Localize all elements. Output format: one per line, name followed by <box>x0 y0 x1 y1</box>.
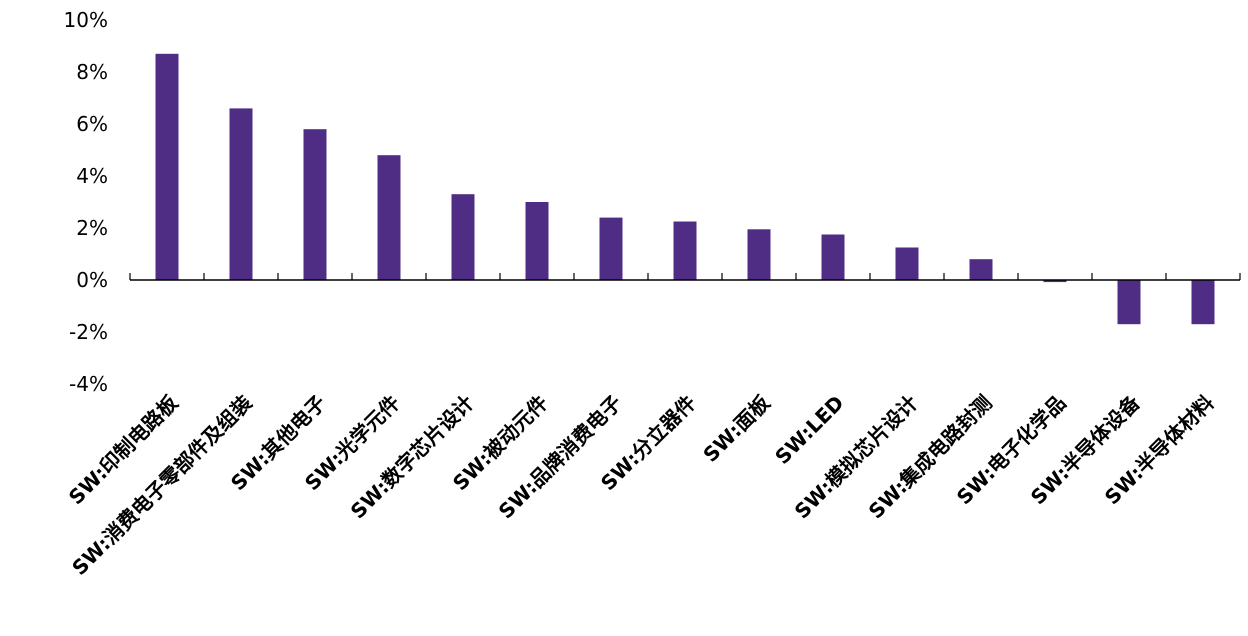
bar <box>673 221 697 280</box>
y-tick-label: -4% <box>69 372 108 396</box>
category-label: SW:模拟芯片设计 <box>790 391 923 524</box>
bars <box>155 53 1215 325</box>
bar <box>229 108 253 281</box>
category-label: SW:数字芯片设计 <box>346 391 479 524</box>
y-tick-label: 10% <box>64 8 108 32</box>
bar <box>895 247 919 280</box>
bar <box>969 259 993 280</box>
y-tick-label: 2% <box>76 216 108 240</box>
category-labels: SW:印制电路板SW:消费电子零部件及组装SW:其他电子SW:光学元件SW:数字… <box>64 390 1219 580</box>
bar <box>821 234 845 280</box>
bar <box>303 129 327 280</box>
y-tick-label: 0% <box>76 268 108 292</box>
y-tick-label: 8% <box>76 60 108 84</box>
bar <box>155 53 179 280</box>
bar <box>747 229 771 280</box>
y-tick-label: 4% <box>76 164 108 188</box>
y-tick-label: -2% <box>69 320 108 344</box>
bar <box>451 194 475 280</box>
y-axis-tick-labels: 10% 8% 6% 4% 2% 0% -2% -4% <box>64 8 108 396</box>
bar <box>1117 280 1141 325</box>
category-label: SW:LED <box>770 391 848 469</box>
bar <box>599 217 623 280</box>
bar <box>377 155 401 280</box>
y-tick-label: 6% <box>76 112 108 136</box>
bar <box>525 202 549 280</box>
bar <box>1043 280 1067 283</box>
x-axis <box>129 273 1241 281</box>
category-label: SW:品牌消费电子 <box>494 391 627 524</box>
category-label: SW:面板 <box>698 390 775 467</box>
category-label: SW:集成电路封测 <box>864 391 997 524</box>
bar <box>1191 280 1215 325</box>
